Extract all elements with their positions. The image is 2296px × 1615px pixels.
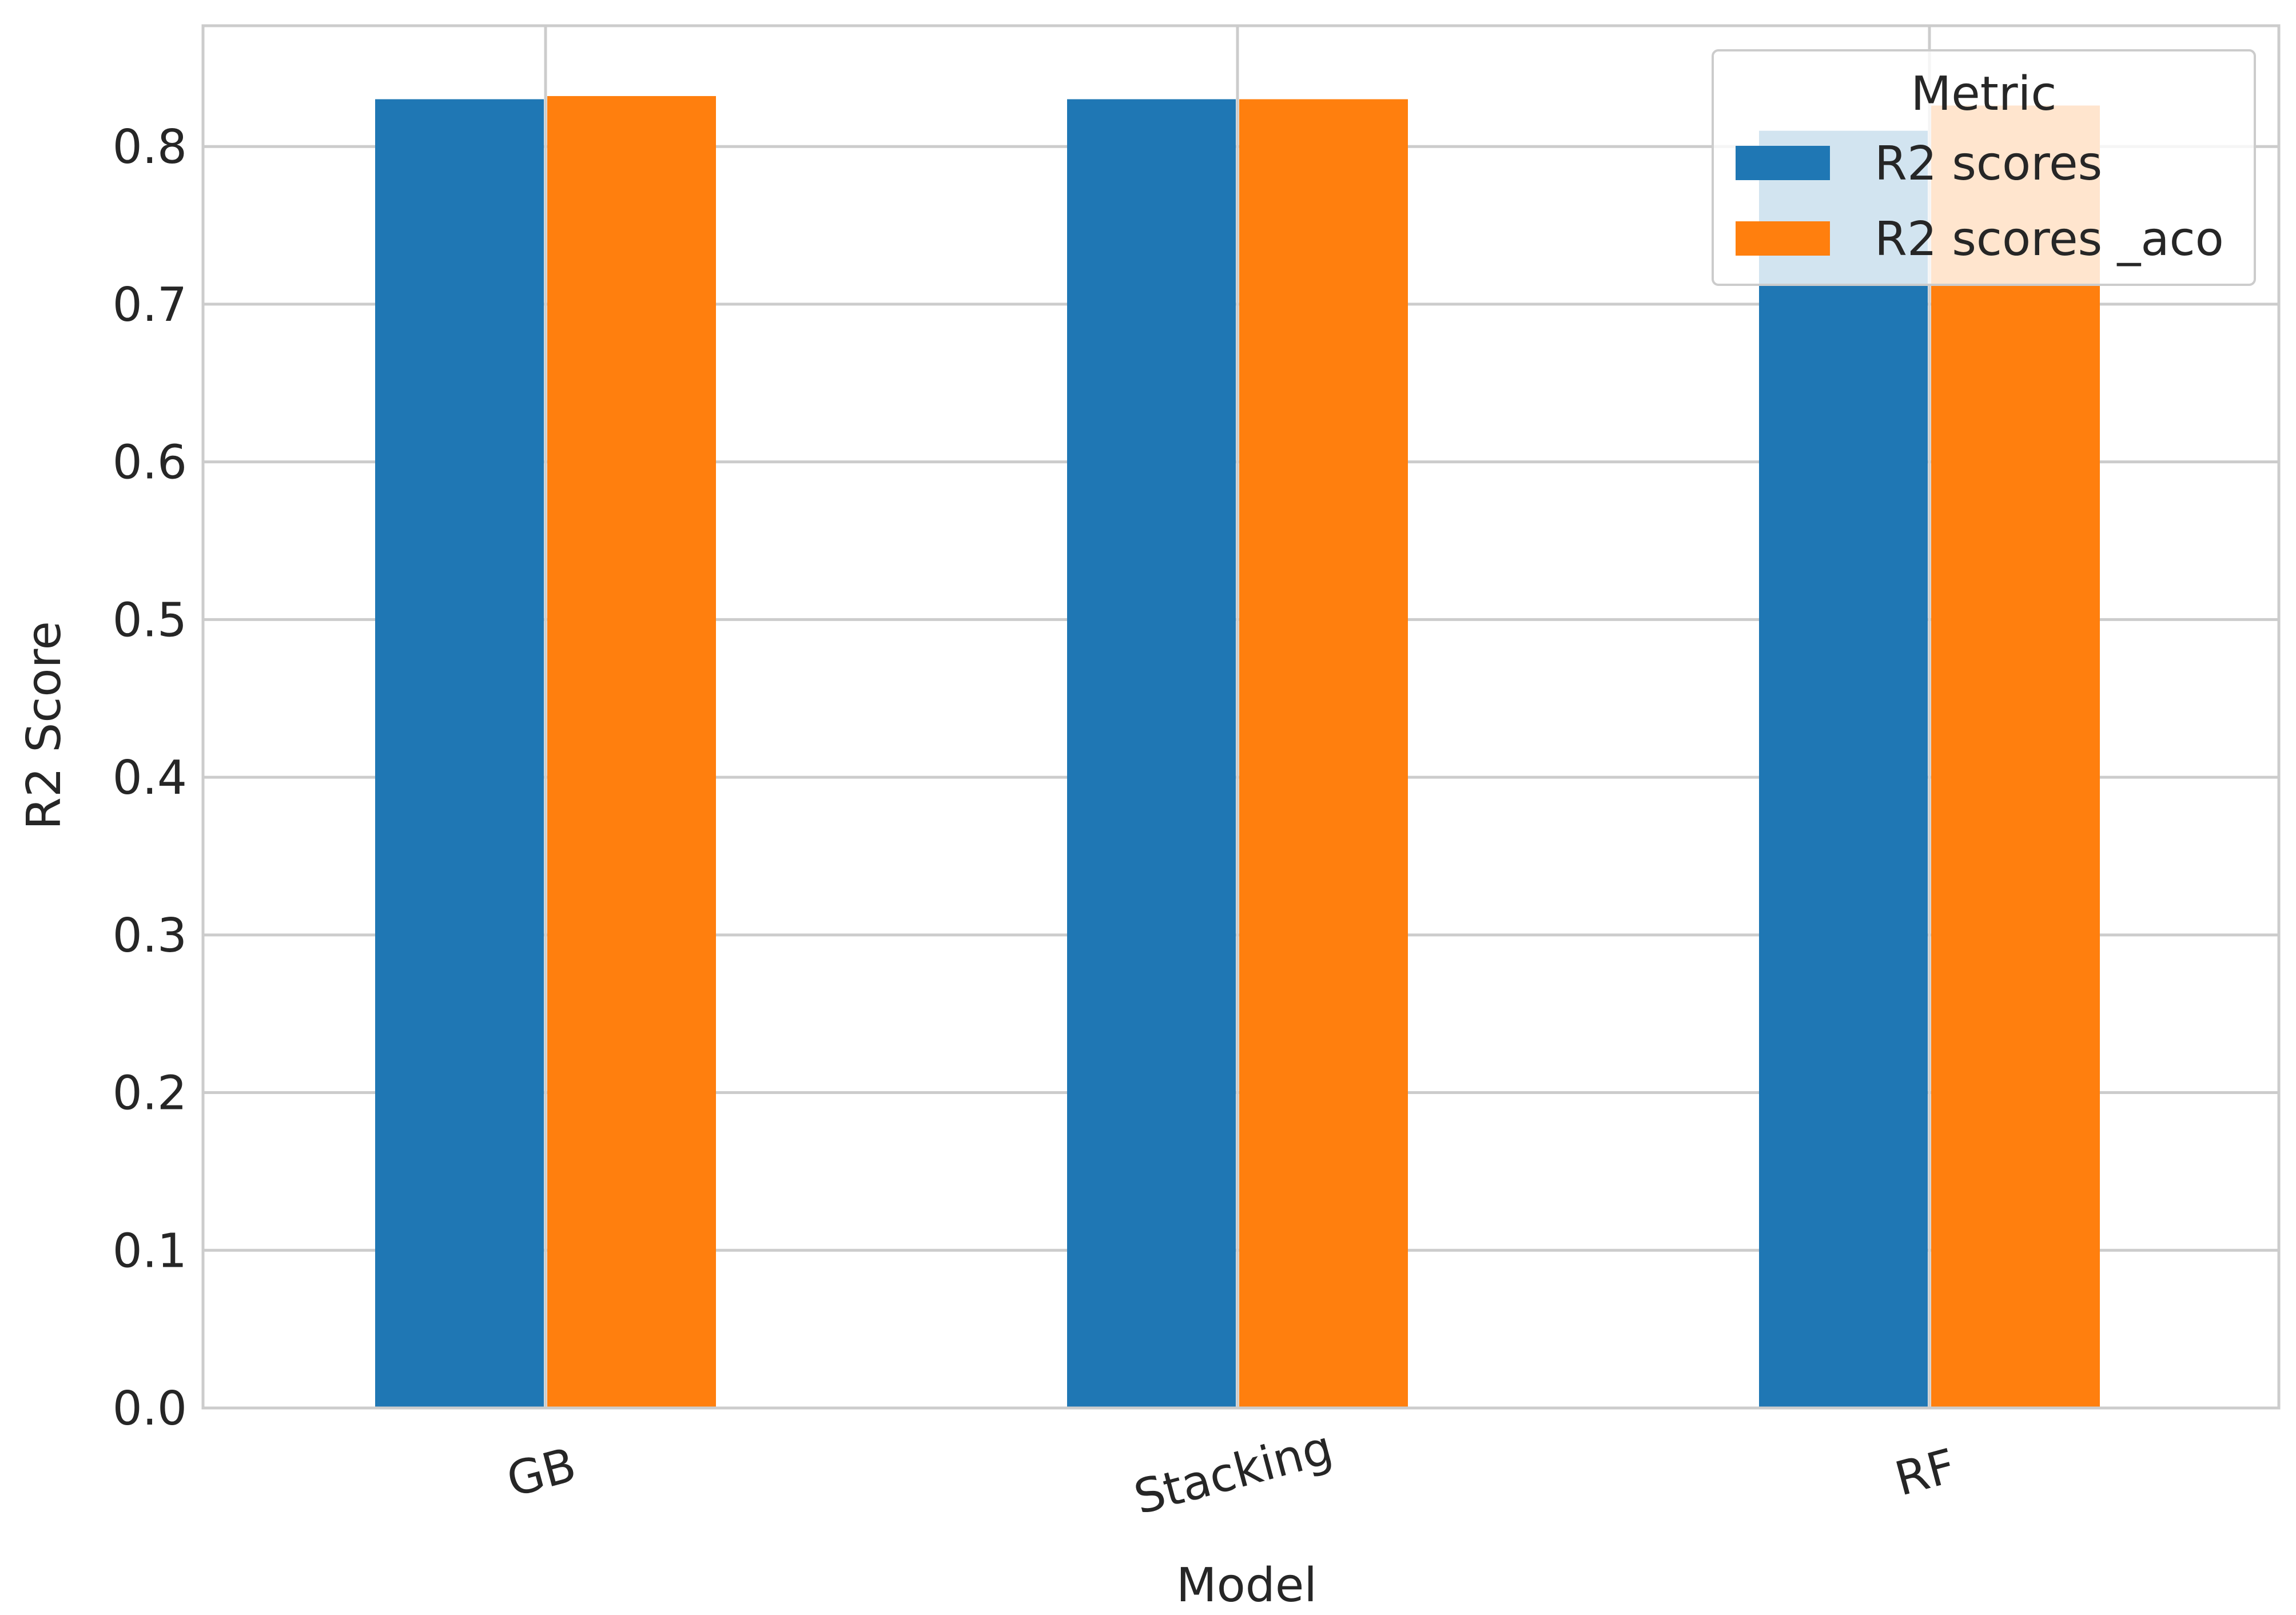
legend: Metric R2 scores R2 scores _aco [1712,49,2256,286]
y-tick-label: 0.7 [113,278,187,332]
legend-swatch-r2-scores-aco [1736,221,1830,256]
bar-r2-scores-stacking [1067,99,1236,1409]
legend-box [1712,49,2256,286]
legend-title: Metric [1911,67,2057,121]
y-axis-title: R2 Score [17,621,71,830]
bars [375,96,2100,1409]
bar-r2-scores-rf [1759,130,1928,1409]
y-tick-label: 0.4 [113,751,187,805]
bar-r2-scores-aco-gb [547,96,716,1408]
y-tick-label: 0.8 [113,120,187,174]
y-tick-label: 0.0 [113,1382,187,1436]
y-tick-labels: 0.0 0.1 0.2 0.3 0.4 0.5 0.6 0.7 0.8 [113,120,187,1436]
bar-r2-scores-aco-stacking [1239,99,1408,1409]
legend-label-r2-scores-aco: R2 scores _aco [1875,212,2224,266]
y-tick-label: 0.1 [113,1224,187,1278]
bar-r2-scores-aco-rf [1931,105,2100,1408]
y-tick-label: 0.6 [113,436,187,490]
bar-r2-scores-gb [375,99,544,1409]
legend-swatch-r2-scores [1736,146,1830,180]
x-axis-title: Model [1176,1558,1317,1613]
y-tick-label: 0.2 [113,1067,187,1121]
y-tick-label: 0.3 [113,909,187,963]
y-tick-label: 0.5 [113,593,187,647]
plot-frame [201,24,2281,1410]
legend-label-r2-scores: R2 scores [1875,137,2102,191]
